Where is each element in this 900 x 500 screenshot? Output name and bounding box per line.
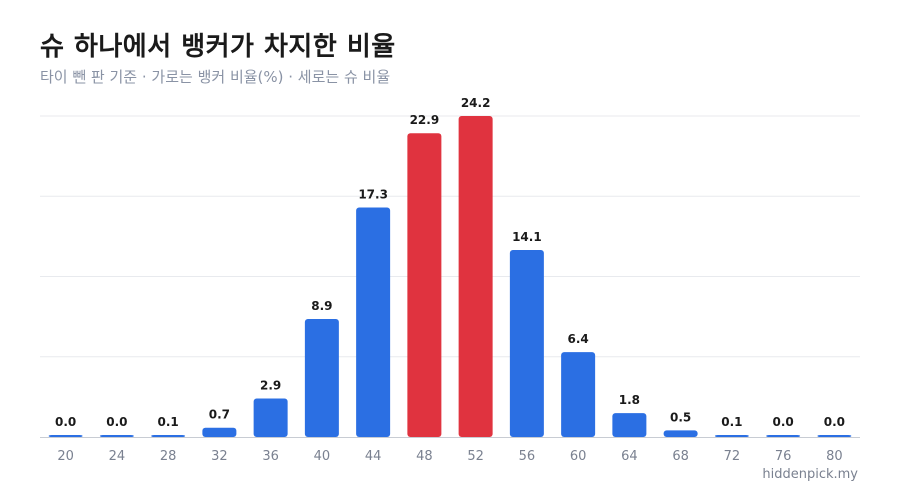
data-label: 17.3	[358, 188, 388, 202]
watermark: hiddenpick.my	[762, 467, 858, 482]
x-tick-label: 52	[467, 449, 484, 464]
bar	[356, 207, 391, 437]
data-label: 0.0	[106, 415, 127, 429]
bar	[612, 413, 647, 437]
x-tick-label: 64	[621, 449, 638, 464]
data-label: 0.1	[157, 415, 178, 429]
data-label: 6.4	[567, 332, 588, 346]
bar	[304, 318, 339, 437]
x-tick-label: 28	[160, 449, 177, 464]
x-tick-label: 24	[109, 449, 126, 464]
chart-title: 슈 하나에서 뱅커가 차지한 비율	[40, 32, 396, 62]
x-tick-label: 60	[570, 449, 587, 464]
x-axis-ticks: 20 24 28 32 36 40 44 48 52 56 60 64 68 72 76 80	[57, 449, 842, 464]
x-tick-label: 20	[57, 449, 74, 464]
data-label: 0.5	[670, 410, 691, 424]
data-label: 0.0	[55, 415, 76, 429]
x-tick-label: 76	[775, 449, 792, 464]
x-tick-label: 68	[672, 449, 689, 464]
bar	[817, 435, 852, 437]
data-label: 0.0	[772, 415, 793, 429]
bars	[48, 116, 852, 437]
bar	[407, 133, 442, 437]
x-tick-label: 80	[826, 449, 843, 464]
data-label: 2.9	[260, 379, 281, 393]
bar	[509, 249, 544, 437]
x-tick-label: 40	[314, 449, 331, 464]
bar	[714, 435, 749, 437]
x-tick-label: 56	[519, 449, 536, 464]
data-labels: 0.0 0.0 0.1 0.7 2.9 8.9 17.3 22.9 24.2 14.1 6.4 1.8…	[55, 96, 845, 429]
bar	[48, 435, 83, 437]
data-label: 0.0	[824, 415, 845, 429]
data-label: 1.8	[619, 393, 640, 407]
x-tick-label: 32	[211, 449, 228, 464]
bar	[663, 430, 698, 437]
data-label: 8.9	[311, 299, 332, 313]
data-label: 0.1	[721, 415, 742, 429]
bar	[202, 427, 237, 437]
data-label: 24.2	[461, 96, 491, 110]
data-label: 22.9	[410, 113, 440, 127]
bar	[458, 116, 493, 437]
bar	[561, 352, 596, 437]
bar	[151, 435, 186, 437]
bar	[253, 398, 288, 437]
bar	[99, 435, 134, 437]
x-tick-label: 48	[416, 449, 433, 464]
x-tick-label: 44	[365, 449, 382, 464]
data-label: 0.7	[209, 408, 230, 422]
chart-subtitle: 타이 뺀 판 기준 · 가로는 뱅커 비율(%) · 세로는 슈 비율	[40, 68, 391, 86]
x-tick-label: 72	[724, 449, 741, 464]
x-tick-label: 36	[262, 449, 279, 464]
bar	[766, 435, 801, 437]
gridlines	[40, 115, 860, 438]
data-label: 14.1	[512, 230, 542, 244]
